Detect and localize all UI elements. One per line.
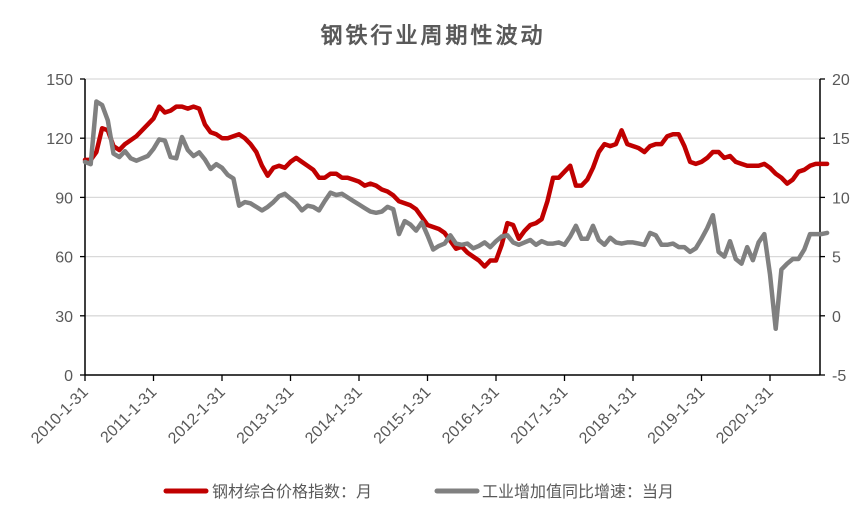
x-tick-label: 2019-1-31 — [645, 384, 709, 448]
x-tick-label: 2011-1-31 — [98, 384, 161, 447]
legend: 钢材综合价格指数：月 工业增加值同比增速：当月 — [163, 482, 674, 501]
legend-label: 钢材综合价格指数：月 — [212, 482, 372, 501]
steel-price-index-line — [82, 104, 830, 269]
series-lines — [82, 99, 830, 332]
y-left-tick-label: 0 — [64, 368, 73, 385]
x-tick-label: 2016-1-31 — [439, 384, 503, 448]
y-left-tick-label: 120 — [46, 131, 73, 148]
gridlines — [85, 78, 820, 317]
x-tick-label: 2012-1-31 — [165, 384, 229, 448]
y-right-tick-label: 15 — [832, 131, 850, 148]
x-tick-label: 2013-1-31 — [234, 384, 298, 448]
x-tick-label: 2010-1-31 — [28, 384, 92, 448]
y-right-tick-label: 0 — [832, 309, 841, 326]
y-right-tick-label: 5 — [832, 250, 841, 267]
y-right-tick-label: 20 — [832, 72, 850, 89]
y-right-tick-label: -5 — [832, 368, 846, 385]
x-tick-label: 2020-1-31 — [713, 384, 777, 448]
axes: 0 30 60 90 120 150 -5 0 5 10 15 20 2010-1-31 2011-1-3… — [28, 72, 850, 447]
legend-label: 工业增加值同比增速：当月 — [482, 482, 674, 501]
industrial-growth-line — [82, 99, 830, 332]
x-tick-label: 2018-1-31 — [576, 384, 640, 448]
x-tick-label: 2015-1-31 — [371, 384, 435, 448]
y-right-tick-label: 10 — [832, 190, 850, 207]
chart-title: 钢铁行业周期性波动 — [320, 23, 546, 49]
y-left-tick-label: 60 — [55, 250, 73, 267]
x-tick-label: 2014-1-31 — [302, 384, 366, 448]
y-left-tick-label: 150 — [46, 72, 73, 89]
y-left-tick-label: 90 — [55, 190, 73, 207]
x-tick-label: 2017-1-31 — [508, 384, 572, 448]
y-left-tick-label: 30 — [55, 309, 73, 326]
